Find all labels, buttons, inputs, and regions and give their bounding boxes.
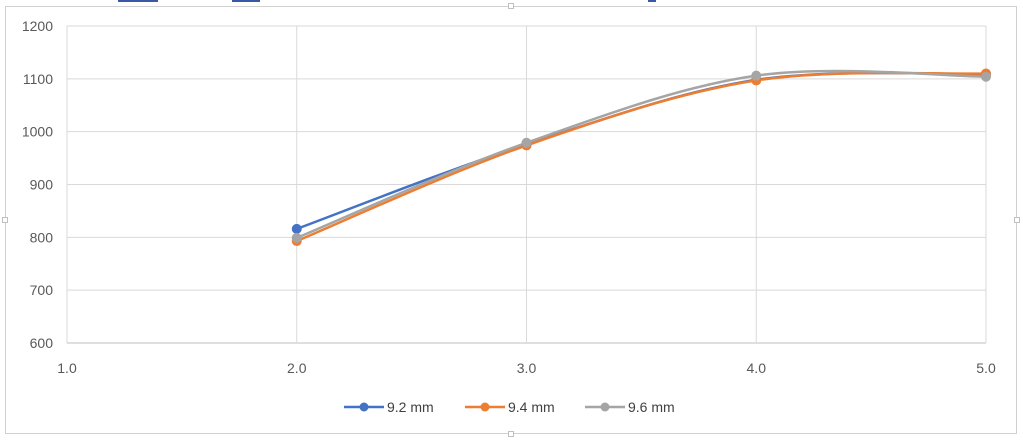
legend-swatch-marker (600, 402, 610, 412)
resize-handle-left[interactable] (2, 217, 8, 223)
y-axis-tick-labels: 600 700 800 900 1000 1100 1200 (22, 18, 53, 351)
y-tick-label: 900 (30, 177, 54, 193)
y-tick-label: 700 (30, 282, 54, 298)
resize-handle-right[interactable] (1014, 217, 1020, 223)
data-point[interactable] (751, 70, 762, 81)
series-line[interactable] (296, 69, 987, 240)
y-tick-label: 800 (30, 229, 54, 245)
x-tick-label: 4.0 (747, 360, 767, 376)
data-point[interactable] (981, 71, 991, 82)
legend-entry: 9.4 mm (508, 399, 555, 415)
x-axis-tick-labels: 1.0 2.0 3.0 4.0 5.0 (57, 360, 996, 376)
top-stripe-fragment (648, 0, 656, 2)
legend[interactable]: 9.2 mm 9.4 mm 9.6 mm (344, 399, 675, 415)
y-tick-label: 1000 (22, 124, 53, 140)
series-line[interactable] (296, 71, 987, 231)
legend-swatch-marker (480, 402, 490, 412)
x-tick-label: 1.0 (57, 360, 77, 376)
x-tick-label: 3.0 (517, 360, 537, 376)
gridlines (66, 25, 987, 344)
top-stripe-fragment (118, 0, 158, 2)
series-lines (296, 69, 987, 243)
series-line[interactable] (296, 71, 987, 243)
x-tick-label: 5.0 (976, 360, 996, 376)
resize-handle-bottom[interactable] (508, 431, 514, 437)
x-tick-label: 2.0 (287, 360, 307, 376)
series-markers (291, 68, 991, 247)
data-point[interactable] (291, 232, 302, 243)
legend-swatch-marker (359, 402, 369, 412)
resize-handle-top[interactable] (508, 3, 514, 9)
y-tick-label: 1200 (22, 18, 53, 34)
data-point[interactable] (521, 137, 532, 148)
y-tick-label: 600 (30, 335, 54, 351)
y-tick-label: 1100 (23, 71, 53, 87)
legend-entry: 9.6 mm (628, 399, 675, 415)
top-stripe-fragment (232, 0, 260, 2)
data-point[interactable] (291, 223, 302, 234)
legend-entry: 9.2 mm (387, 399, 434, 415)
